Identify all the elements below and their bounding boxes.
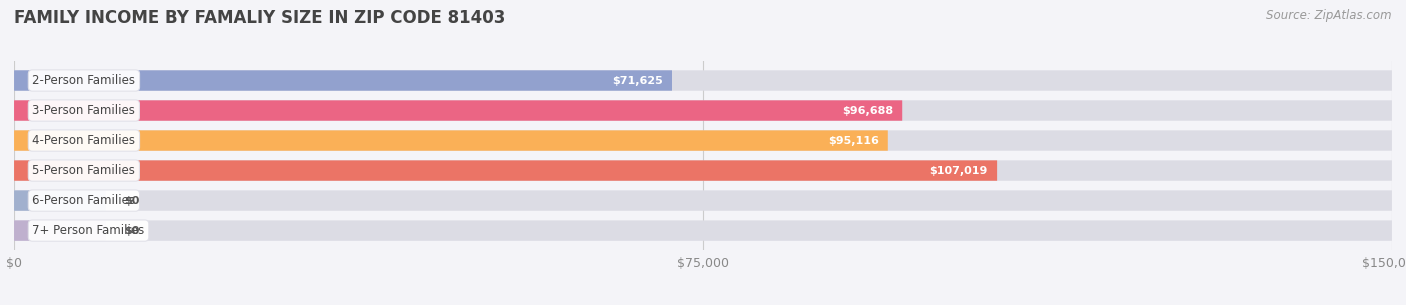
FancyBboxPatch shape [14,70,672,91]
Text: $96,688: $96,688 [842,106,893,116]
FancyBboxPatch shape [14,221,105,241]
FancyBboxPatch shape [14,190,105,211]
Text: Source: ZipAtlas.com: Source: ZipAtlas.com [1267,9,1392,22]
Text: $71,625: $71,625 [612,76,662,85]
FancyBboxPatch shape [14,130,887,151]
FancyBboxPatch shape [14,100,903,121]
Text: 7+ Person Families: 7+ Person Families [32,224,145,237]
FancyBboxPatch shape [14,100,1392,121]
Text: $0: $0 [124,226,139,235]
FancyBboxPatch shape [14,130,1392,151]
Text: FAMILY INCOME BY FAMALIY SIZE IN ZIP CODE 81403: FAMILY INCOME BY FAMALIY SIZE IN ZIP COD… [14,9,505,27]
FancyBboxPatch shape [14,70,1392,91]
Text: 6-Person Families: 6-Person Families [32,194,135,207]
FancyBboxPatch shape [14,221,1392,241]
Text: $0: $0 [124,196,139,206]
FancyBboxPatch shape [14,160,1392,181]
Text: 4-Person Families: 4-Person Families [32,134,135,147]
Text: $95,116: $95,116 [828,135,879,145]
Text: 5-Person Families: 5-Person Families [32,164,135,177]
FancyBboxPatch shape [14,190,1392,211]
Text: 2-Person Families: 2-Person Families [32,74,135,87]
Text: 3-Person Families: 3-Person Families [32,104,135,117]
Text: $107,019: $107,019 [929,166,988,176]
FancyBboxPatch shape [14,160,997,181]
